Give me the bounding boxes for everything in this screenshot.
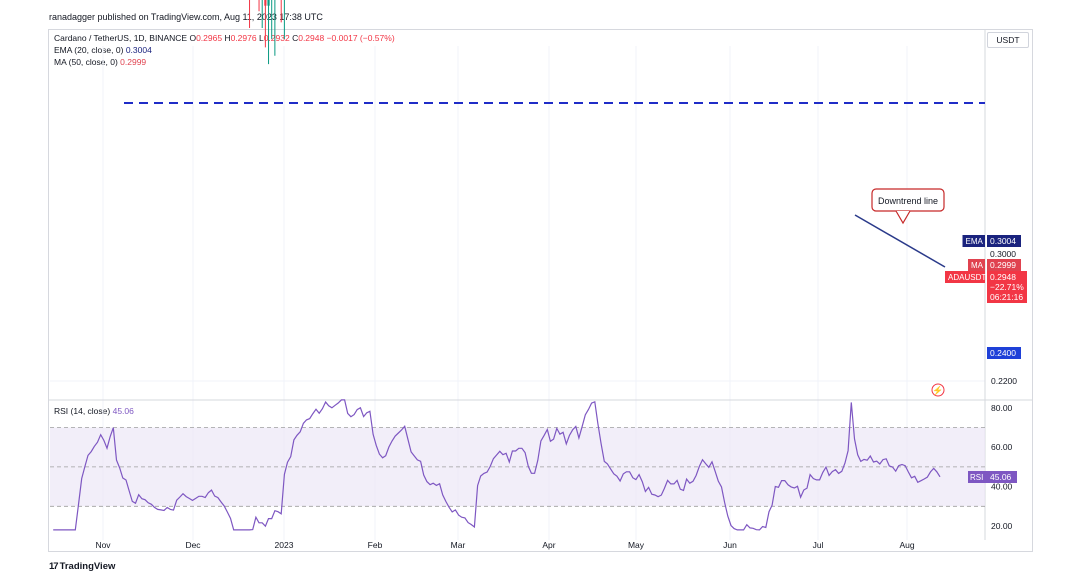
legend-low: 0.2932 xyxy=(263,33,290,43)
legend-rsi-label: RSI (14, close) xyxy=(54,406,111,416)
tradingview-logo-icon: 17 xyxy=(49,561,59,572)
currency-button[interactable]: USDT xyxy=(987,32,1029,48)
legend-symbol-row: Cardano / TetherUS, 1D, BINANCE O0.2965 … xyxy=(54,33,395,43)
legend-ema-row: EMA (20, close, 0) 0.3004 xyxy=(54,45,152,55)
legend-rsi-value: 45.06 xyxy=(112,406,134,416)
legend-high-label: H xyxy=(224,33,231,43)
legend-ema-value: 0.3004 xyxy=(125,45,152,55)
legend-rsi-row: RSI (14, close) 45.06 xyxy=(54,406,134,416)
legend-close-label: C xyxy=(292,33,299,43)
publisher-line: ranadagger published on TradingView.com,… xyxy=(49,12,323,22)
legend-ma-label: MA (50, close, 0) xyxy=(54,57,118,67)
legend-open: 0.2965 xyxy=(196,33,223,43)
legend-ma-row: MA (50, close, 0) 0.2999 xyxy=(54,57,146,67)
legend-open-label: O xyxy=(189,33,197,43)
legend-ma-value: 0.2999 xyxy=(120,57,147,67)
legend-change: −0.0017 (−0.57%) xyxy=(326,33,395,43)
footer-brand-text: TradingView xyxy=(59,561,116,572)
legend-low-label: L xyxy=(258,33,264,43)
legend-close: 0.2948 xyxy=(298,33,325,43)
legend-ema-label: EMA (20, close, 0) xyxy=(54,45,124,55)
candle-body xyxy=(267,0,270,6)
footer-brand: 17 TradingView xyxy=(49,561,115,572)
chart-frame xyxy=(48,29,1033,552)
candle-body xyxy=(264,0,267,6)
legend-high: 0.2976 xyxy=(230,33,257,43)
legend-symbol: Cardano / TetherUS, 1D, BINANCE xyxy=(54,33,188,43)
